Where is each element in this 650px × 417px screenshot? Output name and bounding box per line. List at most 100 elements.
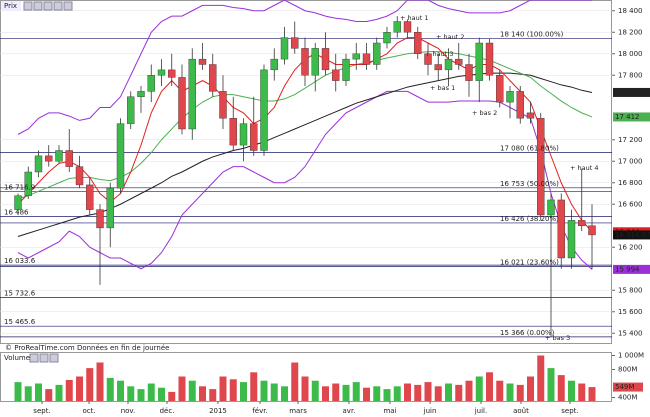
candle-body: [414, 32, 422, 54]
candle-body: [250, 123, 258, 151]
volume-bar: [588, 387, 596, 401]
candle-body: [567, 220, 576, 259]
candle-body: [424, 53, 432, 65]
x-tick-label: août: [513, 407, 529, 415]
candle-body: [45, 155, 53, 162]
level-label: 15 732.6: [4, 289, 36, 297]
annotation: + bas 2: [472, 109, 497, 117]
volume-bar: [311, 380, 319, 401]
volume-bar: [445, 383, 452, 401]
volume-bar: [363, 387, 370, 401]
y-tick-label: 15 600: [618, 308, 643, 316]
x-tick-label: sept.: [561, 407, 578, 415]
volume-bar: [383, 389, 391, 401]
candle-body: [280, 37, 289, 60]
candle-body: [96, 209, 104, 229]
candle-body: [270, 58, 278, 71]
icon[interactable]: [39, 353, 49, 363]
annotation: + haut 3: [425, 50, 454, 58]
volume-bar: [168, 391, 176, 401]
candle-body: [260, 69, 268, 151]
icon[interactable]: [23, 1, 33, 11]
volume-bar: [322, 386, 329, 401]
candle-body: [557, 199, 565, 259]
icon[interactable]: [49, 353, 59, 363]
annotation: + haut 2: [436, 33, 465, 41]
volume-bar: [250, 372, 258, 401]
candle-body: [342, 58, 350, 81]
annotation: + bas 1: [430, 84, 455, 92]
x-tick-label: févr.: [252, 407, 267, 415]
volume-bar: [455, 384, 463, 401]
x-tick-label: 2015: [209, 407, 227, 415]
level-label: 16 426 (38.20%): [500, 215, 559, 223]
value-box: [613, 382, 643, 392]
volume-bar: [537, 355, 545, 401]
icon[interactable]: [53, 1, 63, 11]
panel-title: Prix: [4, 2, 17, 10]
y-tick-label: 15 800: [618, 286, 643, 294]
icon[interactable]: [29, 353, 39, 363]
icon[interactable]: [43, 1, 53, 11]
volume-bar: [199, 386, 206, 401]
value-box: [613, 230, 650, 240]
candle-body: [393, 21, 401, 33]
level-label: 16 021 (23.60%): [500, 258, 559, 266]
price-plot: [0, 0, 612, 338]
candle-body: [485, 42, 494, 76]
volume-bar: [475, 376, 483, 401]
annotation: + bas 3: [545, 334, 570, 342]
x-tick-label: juin: [423, 407, 437, 415]
candle-body: [506, 91, 514, 103]
value-label: 16 314.67: [615, 231, 650, 239]
level-label: 16 033.6: [4, 257, 36, 265]
candle-body: [157, 69, 166, 76]
candle-body: [34, 155, 43, 173]
volume-bar: [96, 362, 104, 401]
candle-body: [475, 42, 483, 81]
volume-bar: [127, 386, 135, 401]
volume-bar: [465, 380, 473, 401]
icon[interactable]: [33, 1, 43, 11]
candle-body: [14, 195, 22, 210]
volume-bar: [281, 386, 288, 401]
candle-body: [352, 53, 360, 60]
candle-body: [444, 58, 453, 71]
volume-bar: [137, 389, 145, 401]
level-label: 15 366 (0.00%): [500, 329, 555, 337]
x-tick-label: nov.: [121, 407, 136, 415]
annotation: + haut 4: [570, 164, 599, 172]
y-tick-label: 400M: [618, 394, 637, 402]
volume-bar: [65, 380, 73, 401]
volume-bar: [117, 380, 124, 401]
candle-body: [239, 123, 248, 146]
x-tick-label: oct.: [82, 407, 95, 415]
volume-bar: [147, 383, 155, 401]
candle-body: [198, 58, 207, 65]
y-tick-label: 18 000: [618, 50, 643, 58]
candle-body: [588, 225, 596, 236]
candle-body: [24, 171, 32, 196]
x-tick-label: mars: [289, 407, 307, 415]
volume-bar: [496, 380, 504, 401]
candle-body: [516, 91, 524, 119]
volume-bar: [578, 383, 586, 401]
volume-bar: [393, 386, 401, 401]
icon[interactable]: [63, 1, 73, 11]
volume-bar: [260, 380, 268, 401]
volume-bar: [547, 368, 555, 401]
indicator-line: [17, 51, 593, 200]
candle-body: [373, 42, 381, 65]
volume-bar: [527, 376, 534, 401]
candle-body: [537, 118, 545, 216]
y-tick-label: 15 400: [618, 329, 643, 337]
volume-bar: [352, 382, 360, 401]
level-label: 17 080 (61.80%): [500, 145, 559, 153]
volume-bar: [342, 384, 350, 401]
candle-body: [229, 118, 237, 146]
level-label: 16 753 (50.00%): [500, 180, 559, 188]
source-note: © ProRealTime.com Données en fin de jour…: [5, 344, 169, 352]
volume-bar: [55, 384, 63, 401]
x-tick-label: déc.: [160, 407, 175, 415]
value-box: [613, 264, 650, 274]
